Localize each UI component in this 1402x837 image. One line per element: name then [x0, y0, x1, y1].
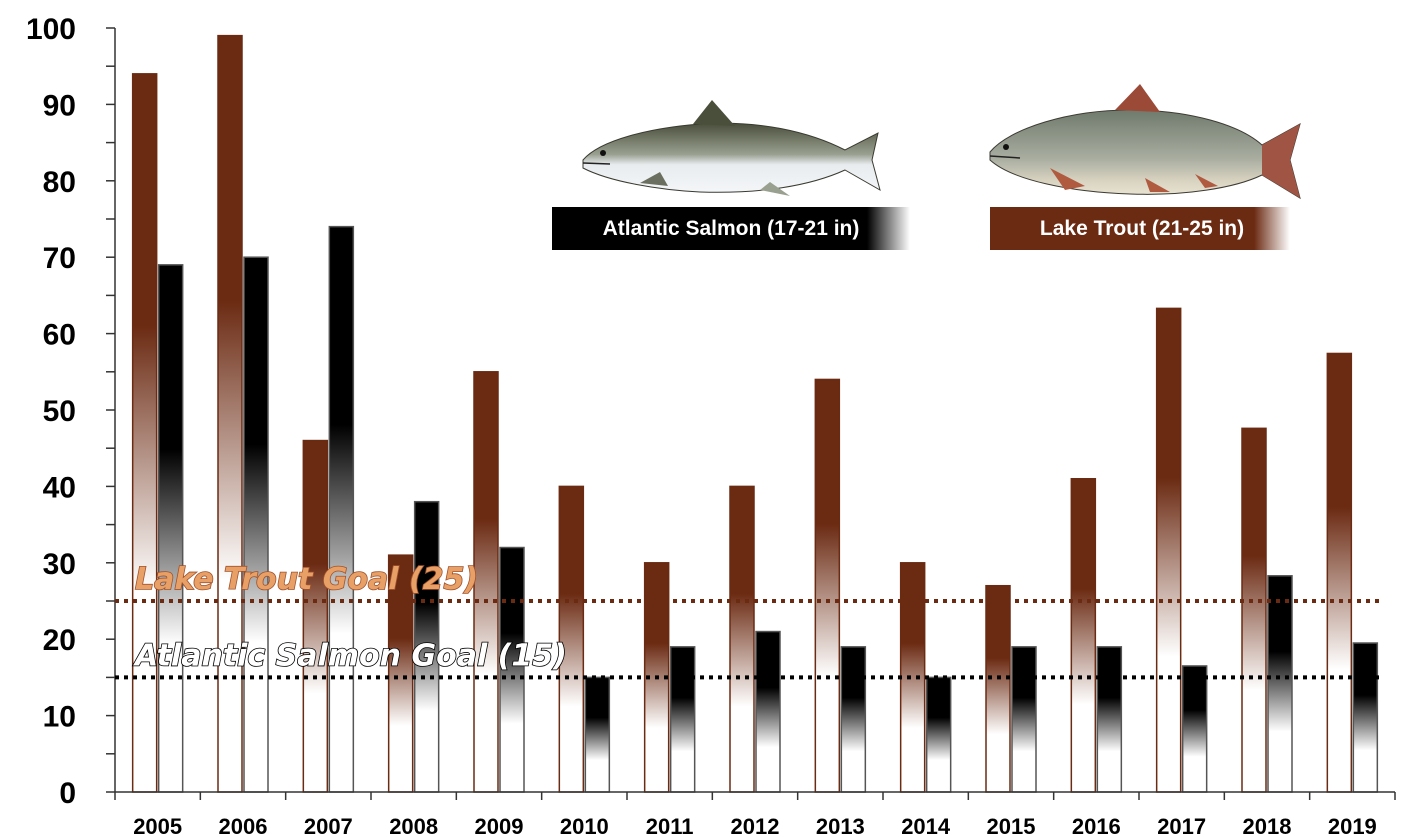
y-tick-label: 10	[43, 701, 76, 734]
x-tick-label: 2018	[1243, 814, 1292, 837]
y-tick-label: 80	[43, 166, 76, 199]
x-tick-label: 2014	[901, 814, 951, 837]
bar-lake-trout-2012	[729, 485, 755, 793]
x-tick-label: 2005	[133, 814, 182, 837]
legend-trout-label: Lake Trout (21-25 in)	[1040, 217, 1244, 240]
bar-lake-trout-2005	[131, 73, 158, 793]
lake-trout-icon	[989, 84, 1301, 200]
bar-atlantic-salmon-2012	[755, 630, 781, 793]
y-tick-label: 20	[43, 624, 76, 657]
bar-atlantic-salmon-2016	[1096, 646, 1123, 793]
goal-lines: Lake Trout Goal (25) Atlantic Salmon Goal…	[115, 561, 1383, 680]
y-tick-label: 60	[43, 319, 76, 352]
bar-atlantic-salmon-2011	[669, 646, 696, 793]
bars	[131, 34, 1379, 793]
bar-lake-trout-2017	[1155, 307, 1182, 793]
lake-trout-goal-label: Lake Trout Goal (25)	[135, 562, 478, 597]
bar-lake-trout-2006	[217, 34, 243, 793]
legend-trout: Lake Trout (21-25 in)	[989, 84, 1301, 250]
x-tick-label: 2010	[560, 814, 609, 837]
x-tick-label: 2013	[816, 814, 865, 837]
bar-atlantic-salmon-2007	[328, 225, 355, 793]
legend-salmon-box	[552, 207, 910, 250]
legend-salmon: Atlantic Salmon (17-21 in)	[552, 100, 910, 250]
y-tick-label: 30	[43, 548, 76, 581]
bar-atlantic-salmon-2008	[413, 500, 440, 793]
x-tick-label: 2016	[1072, 814, 1121, 837]
bar-lake-trout-2018	[1241, 427, 1267, 793]
bar-atlantic-salmon-2017	[1181, 665, 1208, 793]
x-tick-label: 2019	[1328, 814, 1377, 837]
y-tick-label: 70	[43, 242, 76, 275]
y-tick-label: 0	[59, 777, 76, 810]
x-tick-label: 2015	[987, 814, 1036, 837]
bar-atlantic-salmon-2013	[840, 646, 867, 793]
atlantic-salmon-goal-label: Atlantic Salmon Goal (15)	[133, 638, 567, 673]
x-tick-label: 2008	[389, 814, 438, 837]
legend-salmon-label: Atlantic Salmon (17-21 in)	[603, 217, 860, 240]
bar-lake-trout-2010	[558, 485, 585, 793]
bar-lake-trout-2019	[1326, 352, 1353, 793]
x-tick-label: 2012	[731, 814, 780, 837]
bar-lake-trout-2014	[899, 562, 926, 793]
y-tick-label: 90	[43, 89, 76, 122]
x-tick-label: 2006	[219, 814, 268, 837]
bar-atlantic-salmon-2014	[925, 676, 952, 793]
bar-lake-trout-2007	[302, 439, 329, 793]
bar-atlantic-salmon-2010	[584, 676, 611, 793]
x-tick-label: 2009	[475, 814, 524, 837]
y-tick-label: 100	[26, 13, 76, 46]
atlantic-salmon-icon	[582, 100, 881, 196]
x-tick-label: 2007	[304, 814, 353, 837]
x-tick-label: 2017	[1157, 814, 1206, 837]
legend-trout-box	[990, 207, 1290, 250]
axes: 0 10 20 30 40 50 60 70 80 90 100 2005 2006 2007 2008 20…	[26, 13, 1396, 837]
bar-atlantic-salmon-2019	[1352, 642, 1379, 793]
bar-atlantic-salmon-2018	[1267, 575, 1293, 793]
y-tick-label: 40	[43, 471, 76, 504]
bar-lake-trout-2013	[814, 378, 841, 793]
bar-atlantic-salmon-2005	[157, 264, 184, 793]
bar-lake-trout-2015	[985, 584, 1011, 793]
bar-atlantic-salmon-2006	[243, 256, 269, 793]
bar-atlantic-salmon-2009	[499, 546, 525, 793]
bar-lake-trout-2016	[1070, 478, 1097, 793]
bar-atlantic-salmon-2015	[1011, 646, 1037, 793]
x-tick-label: 2011	[646, 814, 694, 837]
y-tick-label: 50	[43, 395, 76, 428]
